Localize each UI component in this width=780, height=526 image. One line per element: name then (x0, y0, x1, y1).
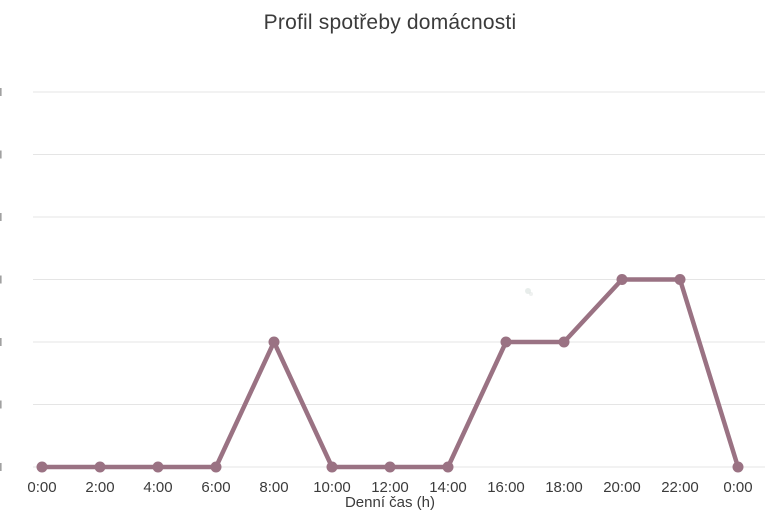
x-axis-tick-label: 14:00 (429, 479, 467, 496)
x-axis-tick-label: 6:00 (201, 479, 230, 496)
x-axis-tick-label: 10:00 (313, 479, 351, 496)
data-point-marker (94, 461, 106, 473)
data-point-marker (616, 274, 628, 285)
x-axis-tick-label: 20:00 (603, 479, 641, 496)
data-point-marker (268, 336, 280, 348)
x-axis-tick-label: 18:00 (545, 479, 583, 496)
faint-smudge (529, 292, 533, 296)
y-axis-label-fragment (0, 400, 2, 409)
x-axis-tick-label: 4:00 (143, 479, 172, 496)
x-axis-tick-label: 0:00 (27, 479, 56, 496)
x-axis-tick-label: 8:00 (259, 479, 288, 496)
data-point-marker (674, 274, 686, 285)
x-axis-tick-label: 22:00 (661, 479, 699, 496)
data-point-marker (732, 461, 744, 473)
y-axis-label-fragment (0, 88, 2, 96)
x-axis-tick-label: 12:00 (371, 479, 409, 496)
data-point-marker (152, 461, 164, 473)
consumption-line (39, 277, 741, 470)
x-axis-tick-label: 16:00 (487, 479, 525, 496)
data-point-marker (500, 336, 512, 348)
y-axis-label-fragment (0, 338, 2, 346)
data-point-marker (558, 336, 570, 348)
data-point-marker (326, 461, 338, 473)
y-axis-label-fragment (0, 150, 2, 159)
data-point-marker (384, 461, 396, 473)
faint-smudge (525, 288, 531, 294)
chart-title: Profil spotřeby domácnosti (263, 11, 517, 34)
x-axis-tick-label: 2:00 (85, 479, 114, 496)
y-axis-label-fragment (0, 213, 2, 221)
data-point-marker (210, 461, 222, 473)
y-axis-label-fragment (0, 463, 2, 471)
data-point-marker (36, 461, 48, 473)
x-axis-tick-label: 0:00 (723, 479, 752, 496)
data-point-marker (442, 461, 454, 473)
y-axis-label-fragment (0, 275, 2, 284)
x-axis-title: Denní čas (h) (344, 494, 436, 511)
